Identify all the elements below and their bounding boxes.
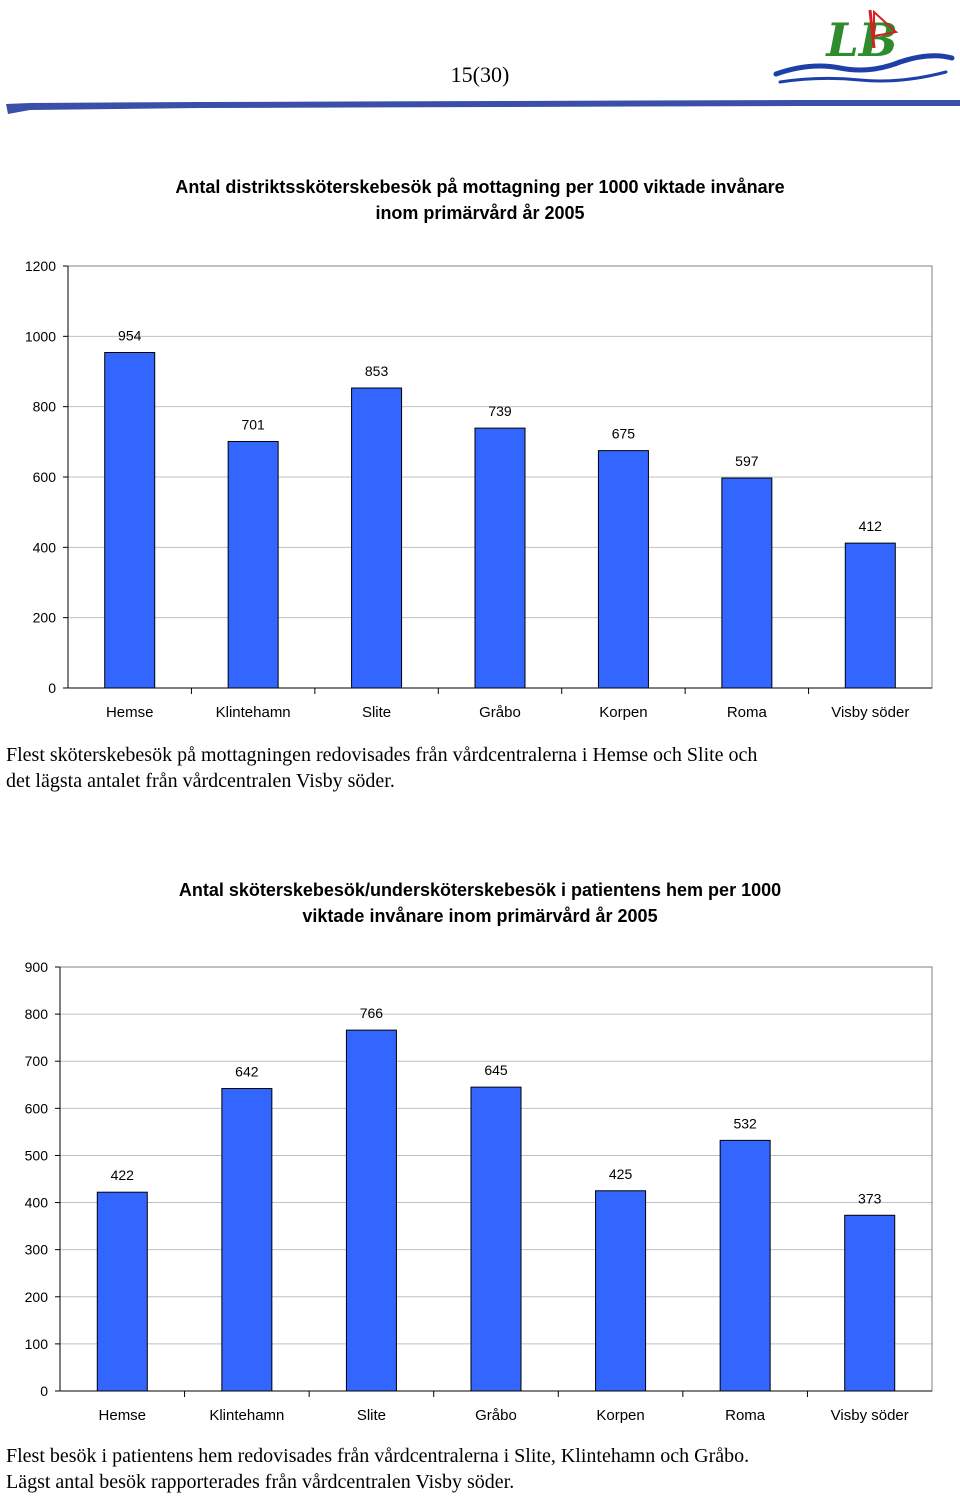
chart1-data-label: 597 bbox=[735, 453, 759, 469]
chart2-bar bbox=[221, 1088, 273, 1392]
chart1-title-line1: Antal distriktssköterskebesök på mottagn… bbox=[175, 177, 785, 197]
chart1-ytick-label: 600 bbox=[33, 469, 57, 485]
caption2-line2: Lägst antal besök rapporterades från vår… bbox=[6, 1471, 515, 1493]
chart2-ytick-label: 300 bbox=[25, 1242, 49, 1258]
chart1-data-label: 739 bbox=[488, 403, 512, 419]
chart2-category-label: Roma bbox=[725, 1407, 766, 1424]
chart2-category-label: Visby söder bbox=[831, 1407, 909, 1424]
chart2-ytick-label: 100 bbox=[25, 1336, 49, 1352]
chart1-data-label: 853 bbox=[365, 363, 389, 379]
chart1-category-label: Hemse bbox=[106, 704, 154, 720]
logo-letters: LB bbox=[824, 13, 897, 67]
chart2-bar bbox=[844, 1214, 896, 1392]
chart2-bar bbox=[470, 1086, 522, 1392]
chart2-data-label: 422 bbox=[111, 1167, 135, 1183]
chart1-ytick-label: 400 bbox=[33, 539, 57, 555]
caption1-line2: det lägsta antalet från vårdcentralen Vi… bbox=[6, 770, 395, 792]
chart1-category-label: Gråbo bbox=[479, 704, 521, 720]
caption1-line1: Flest sköterskebesök på mottagningen red… bbox=[6, 744, 758, 766]
chart2-ytick-label: 800 bbox=[25, 1006, 49, 1022]
page-number: 15(30) bbox=[450, 62, 510, 87]
chart1-category-label: Korpen bbox=[599, 704, 647, 720]
chart1-category-label: Roma bbox=[727, 704, 768, 720]
chart1-bar bbox=[474, 427, 526, 689]
chart2-ytick-label: 0 bbox=[40, 1383, 48, 1399]
chart2-bar bbox=[96, 1191, 148, 1392]
chart1-ytick-label: 1200 bbox=[25, 258, 56, 274]
caption1: Flest sköterskebesök på mottagningen red… bbox=[6, 742, 956, 794]
chart2-category-label: Hemse bbox=[99, 1407, 147, 1424]
chart2-data-label: 642 bbox=[235, 1064, 259, 1080]
chart1-data-label: 675 bbox=[612, 426, 636, 442]
chart2-data-label: 766 bbox=[360, 1005, 384, 1021]
chart2-category-label: Slite bbox=[357, 1407, 386, 1424]
chart2-title-line1: Antal sköterskebesök/undersköterskebesök… bbox=[178, 880, 782, 900]
chart2-bar bbox=[345, 1029, 397, 1392]
caption2-line1: Flest besök i patientens hem redovisades… bbox=[6, 1445, 750, 1467]
chart2-title-line2: viktade invånare inom primärvård år 2005 bbox=[302, 906, 658, 926]
header-rule bbox=[6, 100, 960, 114]
chart2-ytick-label: 400 bbox=[25, 1195, 49, 1211]
chart2-ytick-label: 900 bbox=[25, 959, 49, 975]
chart2-bar bbox=[595, 1190, 647, 1392]
chart1-ytick-label: 0 bbox=[48, 680, 56, 696]
chart2-category-label: Korpen bbox=[596, 1407, 644, 1424]
chart1-ytick-label: 800 bbox=[33, 399, 57, 415]
chart2-data-label: 425 bbox=[609, 1166, 633, 1182]
chart2-data-label: 373 bbox=[858, 1190, 882, 1206]
chart2-category-label: Klintehamn bbox=[209, 1407, 284, 1424]
chart1-category-label: Klintehamn bbox=[216, 704, 291, 720]
chart1-ytick-label: 1000 bbox=[25, 328, 56, 344]
chart1-bar bbox=[844, 542, 896, 689]
chart1-bar bbox=[227, 440, 279, 689]
chart1-data-label: 412 bbox=[859, 518, 883, 534]
chart1-bar bbox=[104, 352, 156, 689]
caption2: Flest besök i patientens hem redovisades… bbox=[6, 1443, 956, 1495]
chart2-data-label: 532 bbox=[733, 1115, 757, 1131]
chart2-ytick-label: 500 bbox=[25, 1147, 49, 1163]
chart1-bar bbox=[721, 477, 773, 689]
chart1-bar bbox=[597, 450, 649, 689]
chart1-data-label: 701 bbox=[241, 416, 265, 432]
chart1-title: Antal distriktssköterskebesök på mottagn… bbox=[60, 174, 900, 226]
chart1-plot: 0 200 400 600 800 1000 1200 954 Hemse 701 Klinteha… bbox=[25, 258, 933, 720]
chart2-data-label: 645 bbox=[484, 1062, 508, 1078]
chart1-category-label: Visby söder bbox=[831, 704, 909, 720]
chart2-title: Antal sköterskebesök/undersköterskebesök… bbox=[60, 877, 900, 929]
chart1-ytick-label: 200 bbox=[33, 610, 57, 626]
lb-logo-icon: LB bbox=[773, 9, 955, 84]
chart2-category-label: Gråbo bbox=[475, 1407, 517, 1424]
chart2-plot: 0 100 200 300 400 500 600 700 800 900 422 Hemse 642 K… bbox=[25, 959, 933, 1424]
chart2-bar bbox=[719, 1139, 771, 1392]
chart1-title-line2: inom primärvård år 2005 bbox=[375, 203, 585, 223]
chart1-data-label: 954 bbox=[118, 328, 142, 344]
chart1-category-label: Slite bbox=[362, 704, 391, 720]
chart2-ytick-label: 600 bbox=[25, 1100, 49, 1116]
chart2-ytick-label: 200 bbox=[25, 1289, 49, 1305]
chart1-bar bbox=[351, 387, 403, 689]
chart2-ytick-label: 700 bbox=[25, 1053, 49, 1069]
